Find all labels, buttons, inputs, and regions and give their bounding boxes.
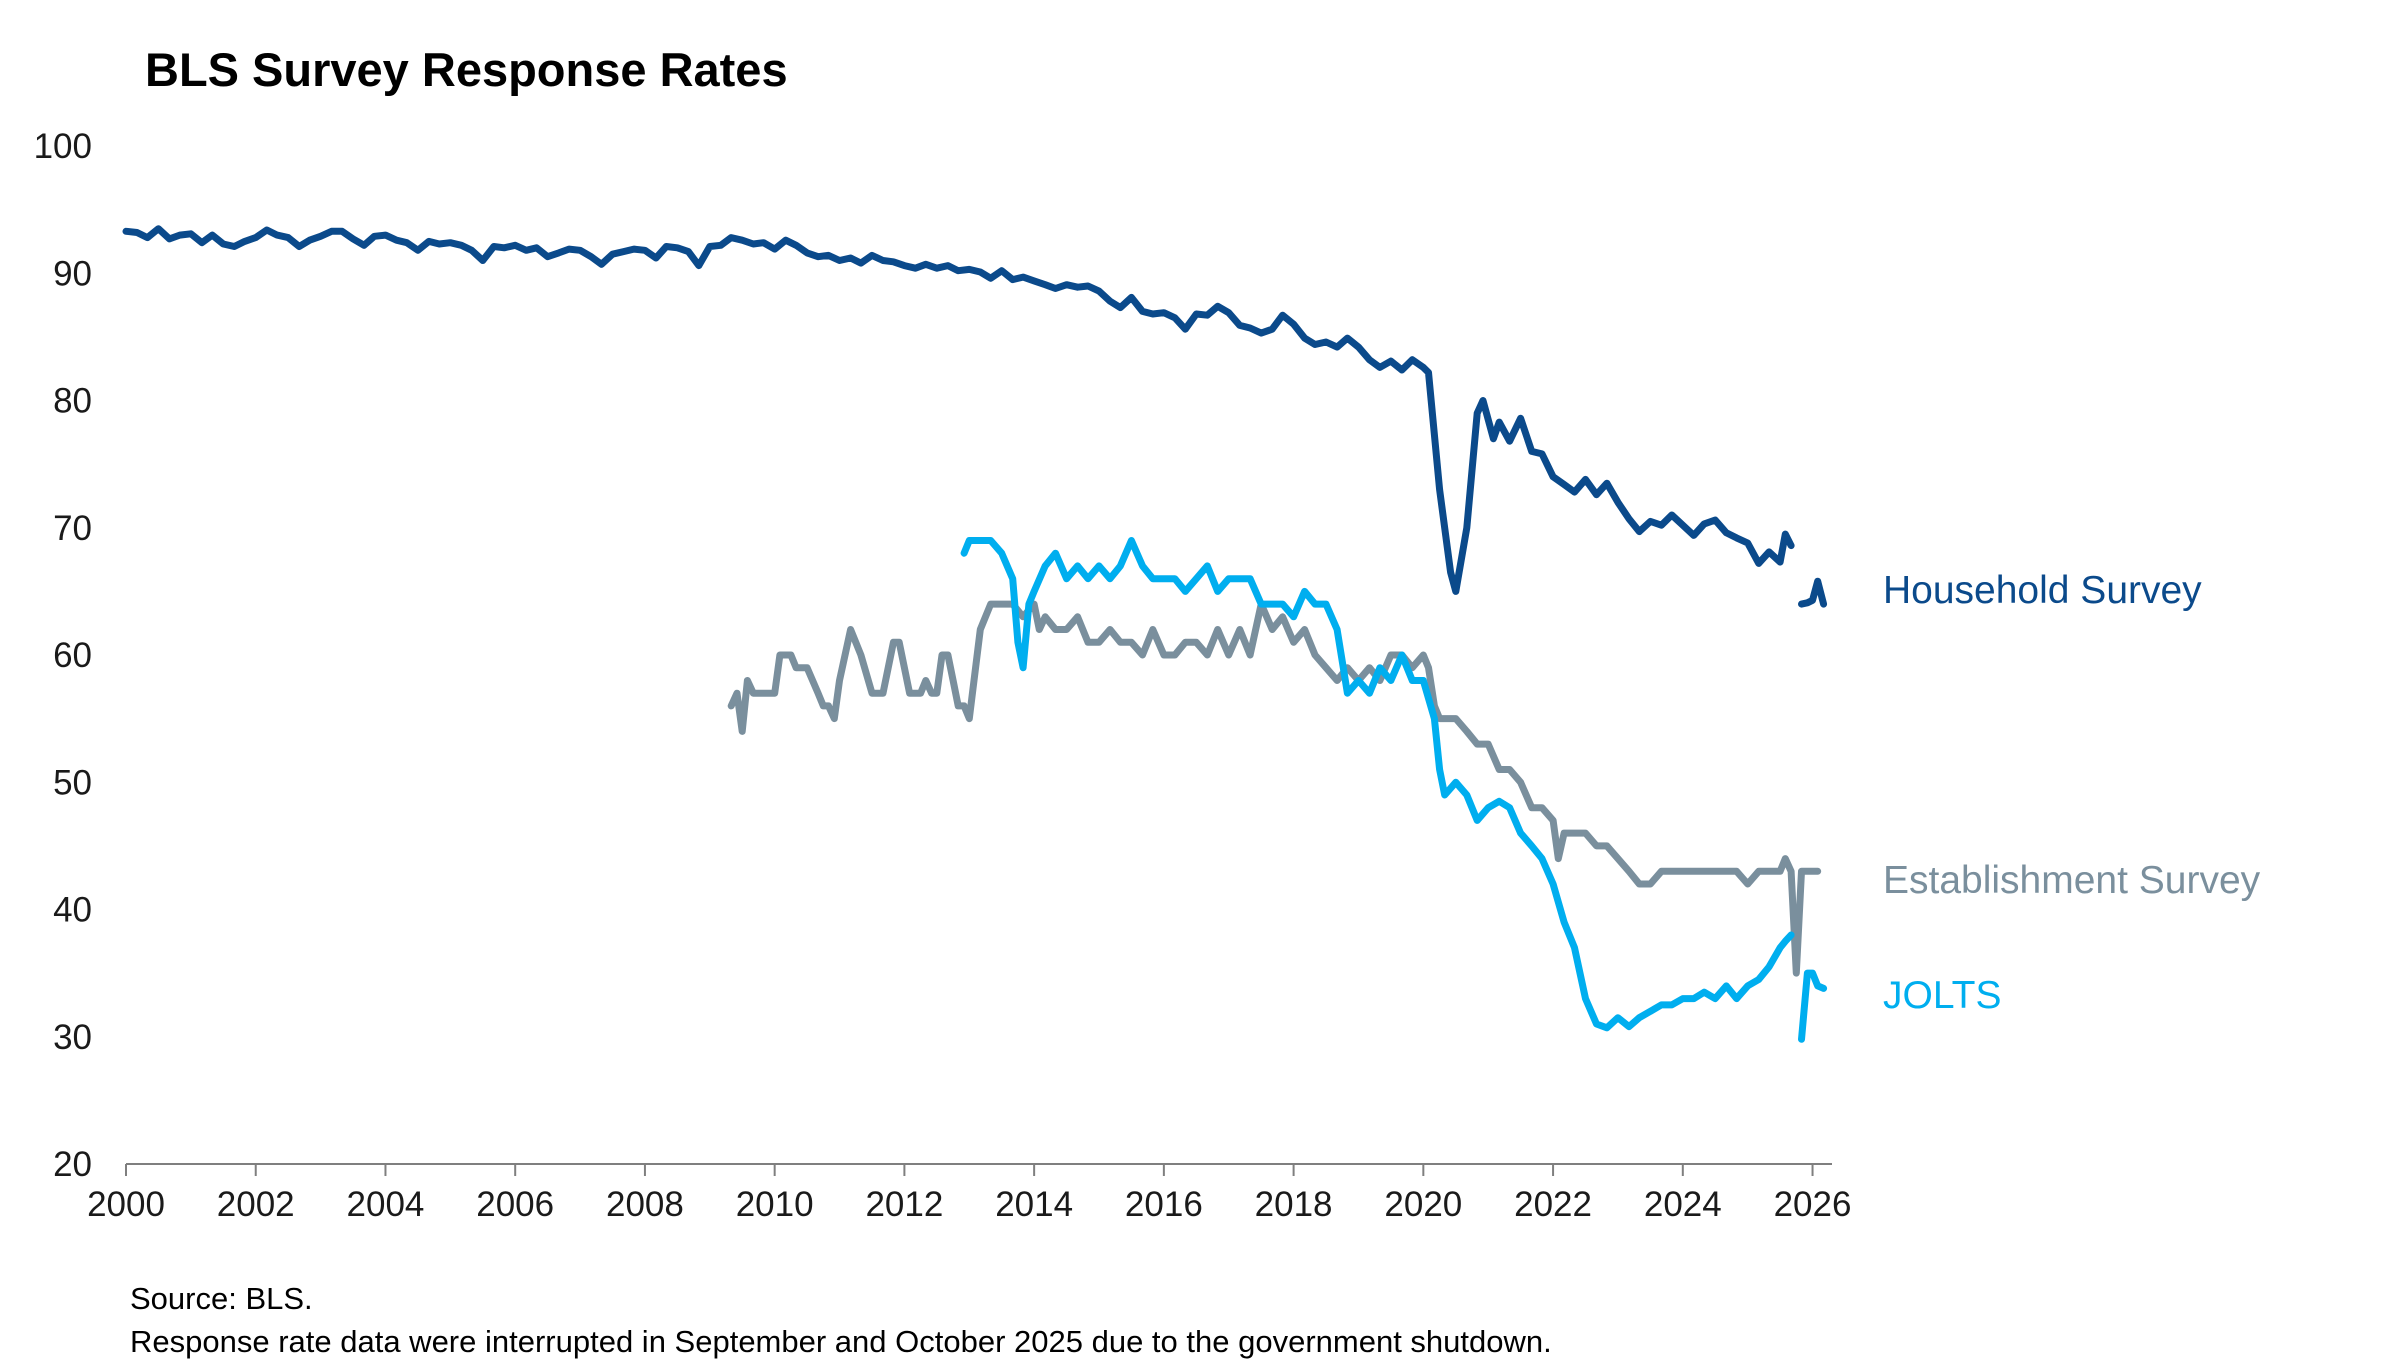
y-tick-label-100: 100 [34, 127, 92, 166]
series-labels: Household Survey Establishment Survey JOLT… [1883, 569, 2261, 1017]
footnotes: Source: BLS. Response rate data were int… [130, 1277, 1552, 1363]
y-axis-tick-labels: 20 30 40 50 60 70 80 90 100 [34, 127, 92, 1184]
y-tick-label-70: 70 [53, 509, 92, 548]
household-survey-line-segment-1 [122, 225, 1795, 595]
series-layer [122, 225, 1828, 1043]
source-note: Source: BLS. [130, 1281, 313, 1316]
x-tick-label-2024: 2024 [1644, 1185, 1722, 1224]
x-tick-label-2000: 2000 [87, 1185, 165, 1224]
establishment-survey-label: Establishment Survey [1883, 859, 2261, 902]
x-tick-label-2022: 2022 [1514, 1185, 1592, 1224]
y-tick-label-60: 60 [53, 636, 92, 675]
x-tick-label-2010: 2010 [736, 1185, 814, 1224]
x-tick-label-2020: 2020 [1384, 1185, 1462, 1224]
x-tick-label-2026: 2026 [1774, 1185, 1852, 1224]
x-tick-label-2006: 2006 [476, 1185, 554, 1224]
household-survey-line-segment-2 [1798, 577, 1828, 608]
y-tick-label-80: 80 [53, 382, 92, 421]
x-tick-label-2012: 2012 [865, 1185, 943, 1224]
jolts-line-segment-2 [1798, 969, 1828, 1043]
jolts-label: JOLTS [1883, 974, 2001, 1017]
x-tick-label-2002: 2002 [217, 1185, 295, 1224]
household-survey-label: Household Survey [1883, 569, 2202, 612]
y-tick-label-90: 90 [53, 254, 92, 293]
y-tick-label-30: 30 [53, 1018, 92, 1057]
x-tick-label-2014: 2014 [995, 1185, 1073, 1224]
establishment-survey-line-segment-1 [727, 600, 1822, 977]
jolts-line-segment-1 [960, 537, 1795, 1032]
x-tick-label-2018: 2018 [1255, 1185, 1333, 1224]
x-axis-ticks: 2000 2002 2004 2006 2008 2010 2012 2014 2016 2018… [87, 1164, 1851, 1224]
x-tick-label-2004: 2004 [347, 1185, 425, 1224]
y-tick-label-20: 20 [53, 1145, 92, 1184]
x-tick-label-2008: 2008 [606, 1185, 684, 1224]
x-tick-label-2016: 2016 [1125, 1185, 1203, 1224]
chart-title: BLS Survey Response Rates [145, 43, 788, 96]
shutdown-note: Response rate data were interrupted in S… [130, 1324, 1552, 1359]
y-tick-label-40: 40 [53, 891, 92, 930]
y-tick-label-50: 50 [53, 763, 92, 802]
